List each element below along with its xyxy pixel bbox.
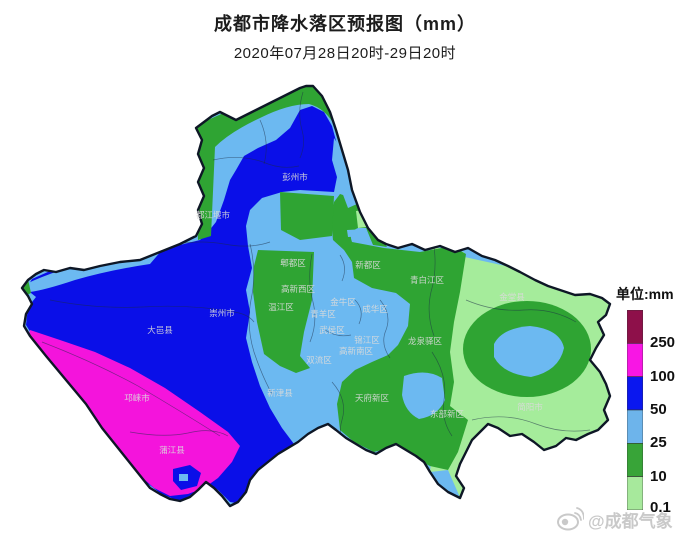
legend-title: 单位:mm <box>616 286 674 302</box>
legend-value-10: 10 <box>650 468 667 485</box>
district-label-pengzhou: 彭州市 <box>282 172 308 182</box>
district-label-eastern-new-area: 东部新区 <box>430 409 465 419</box>
legend-swatch-100-250 <box>627 343 643 378</box>
legend-value-100: 100 <box>650 368 676 385</box>
region-rain-25-50-longquan-patch <box>402 372 445 419</box>
forecast-period: 2020年07月28日20时-29日20时 <box>233 45 457 62</box>
district-label-jinniu: 金牛区 <box>330 297 356 307</box>
region-rain-25-50-pujiang-dot <box>179 474 188 481</box>
district-label-gaoxin-south: 高新南区 <box>339 346 374 356</box>
district-label-gaoxin-west: 高新西区 <box>281 284 316 294</box>
region-rain-10-25-west-column <box>253 250 314 373</box>
district-label-qionglai: 邛崃市 <box>124 393 150 403</box>
legend-value-50: 50 <box>650 401 667 418</box>
district-label-pujiang: 蒲江县 <box>159 445 185 455</box>
district-label-wenjiang: 温江区 <box>268 302 294 312</box>
district-label-chongzhou: 崇州市 <box>209 308 235 318</box>
watermark: @成都气象 <box>556 506 673 532</box>
district-label-xinjin: 新津县 <box>267 388 293 398</box>
page-title: 成都市降水落区预报图（mm） <box>213 14 476 34</box>
district-label-chenghua: 成华区 <box>362 304 388 314</box>
legend-value-0-1: 0.1 <box>650 499 671 516</box>
district-label-jintang: 金堂县 <box>499 292 525 302</box>
region-rain-10-25-pidu-north <box>280 192 334 240</box>
district-label-pidu: 郫都区 <box>280 258 306 268</box>
legend-color-bar <box>627 310 643 510</box>
legend-swatch-10-25 <box>627 443 643 477</box>
region-rain-25-50-ne-sliver <box>332 138 357 208</box>
region-rain-25-50-jintang-lake <box>494 326 564 377</box>
district-label-qingbaijiang: 青白江区 <box>410 275 445 285</box>
district-label-dujiangyan: 都江堰市 <box>196 210 231 220</box>
district-label-wuhou: 武侯区 <box>319 325 345 335</box>
weibo-icon <box>557 507 584 531</box>
legend-value-250: 250 <box>650 334 676 351</box>
district-label-tianfu-new-area: 天府新区 <box>355 393 390 403</box>
region-rain-25-50-dash <box>347 229 367 237</box>
legend-swatch-250plus <box>627 310 643 344</box>
header: 成都市降水落区预报图（mm） 2020年07月28日20时-29日20时 <box>0 0 690 63</box>
region-rain-100-250-southwest <box>28 330 240 496</box>
district-label-jianyang: 简阳市 <box>517 402 543 412</box>
district-label-dayi: 大邑县 <box>147 325 173 335</box>
map-outline <box>20 84 612 508</box>
district-label-xindu: 新都区 <box>355 260 381 270</box>
legend-swatch-25-50 <box>627 409 643 444</box>
district-label-qingyang: 青羊区 <box>310 309 336 319</box>
district-labels: 彭州市 都江堰市 郫都区 新都区 青白江区 金堂县 高新西区 温江区 金牛区 成… <box>124 172 543 455</box>
legend: 单位:mm 250 100 50 25 10 0.1 <box>600 284 690 530</box>
district-boundaries <box>41 91 591 451</box>
district-label-shuangliu: 双流区 <box>306 355 332 365</box>
district-label-jinjiang: 锦江区 <box>354 335 380 345</box>
watermark-handle: @成都气象 <box>588 511 673 531</box>
legend-swatch-0-10 <box>627 476 643 510</box>
legend-swatch-50-100 <box>627 376 643 411</box>
legend-value-25: 25 <box>650 434 667 451</box>
district-label-longquanyi: 龙泉驿区 <box>408 336 443 346</box>
region-rain-10-25-west-tip <box>22 279 31 298</box>
